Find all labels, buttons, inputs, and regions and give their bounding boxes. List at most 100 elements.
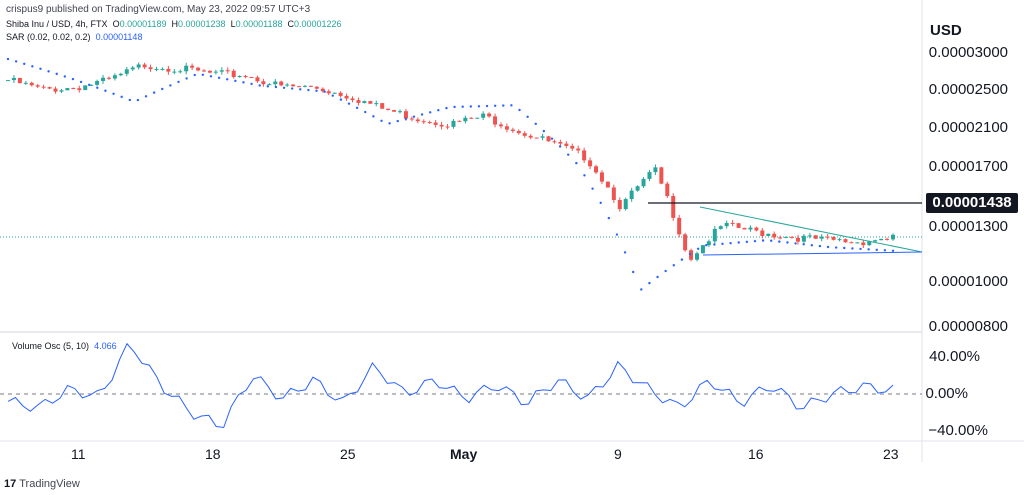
candle-body (700, 245, 705, 254)
sar-dot (761, 239, 765, 242)
sar-dot (891, 249, 895, 252)
sar-dot (364, 110, 367, 114)
sar-dot (14, 60, 18, 63)
sar-dot (193, 73, 196, 77)
sar-dot (664, 269, 667, 273)
sar-dot (753, 239, 757, 243)
sar-dot (177, 80, 180, 84)
low-label: L (230, 19, 236, 29)
brand-name: TradingView (19, 478, 80, 490)
candle-body (641, 178, 646, 187)
candle-body (766, 233, 771, 236)
candle-body (249, 77, 254, 79)
candle-body (445, 126, 450, 128)
candle-body (552, 141, 557, 143)
sar-dot (234, 79, 237, 83)
candle-body (451, 120, 456, 127)
candle-body (398, 111, 403, 113)
candle-body (273, 81, 278, 85)
time-tick: 18 (205, 446, 221, 462)
candle-body (819, 236, 824, 239)
candle-body (6, 80, 10, 82)
sar-dot (526, 115, 529, 119)
tradingview-icon: 17 (4, 478, 17, 490)
lower-trendline[interactable] (702, 251, 923, 256)
candle-body (202, 70, 207, 72)
candle-body (469, 117, 474, 119)
sar-dot (290, 87, 294, 90)
candle-body (730, 222, 735, 224)
symbol-legend: Shiba Inu / USD, 4h, FTX O0.00001189 H0.… (6, 19, 342, 29)
candle-body (255, 77, 260, 82)
candle-body (790, 236, 795, 238)
osc-tick: 40.00% (929, 348, 980, 365)
sar-dot (567, 153, 570, 156)
candle-body (570, 145, 575, 149)
open-label: O (112, 19, 120, 29)
candle-body (772, 233, 777, 238)
osc-legend[interactable]: Volume Osc (5, 10) 4.066 (12, 341, 117, 351)
time-tick: 16 (748, 446, 764, 462)
candle-body (106, 77, 111, 79)
sar-dot (591, 187, 594, 190)
sar-dot (299, 88, 302, 91)
sar-dot (623, 251, 627, 254)
high-label: H (171, 19, 178, 29)
candle-body (142, 64, 147, 68)
sar-dot (55, 72, 58, 76)
candle-body (11, 77, 16, 81)
candle-body (807, 235, 812, 237)
sar-dot (834, 246, 838, 249)
time-tick: 25 (340, 446, 356, 462)
volume-osc-line (7, 342, 894, 429)
sar-dot (128, 98, 131, 102)
candle-body (795, 237, 800, 242)
high-value: 0.00001238 (177, 19, 226, 29)
candle-body (463, 117, 468, 122)
sar-dot (380, 119, 383, 122)
sar-dot (266, 85, 270, 88)
sar-dot (445, 106, 448, 110)
candle-body (386, 108, 391, 111)
candle-body (261, 81, 266, 85)
sar-dot (583, 174, 586, 177)
sar-dot (550, 137, 554, 140)
sar-legend[interactable]: SAR (0.02, 0.02, 0.2) 0.00001148 (6, 32, 142, 42)
sar-dot (420, 113, 424, 116)
sar-dot (71, 77, 75, 81)
candle-body (71, 88, 76, 90)
candle-body (659, 167, 664, 184)
candle-body (207, 70, 212, 73)
candle-body (101, 77, 106, 81)
candle-body (279, 81, 284, 86)
candle-body (564, 143, 569, 146)
sar-dot (843, 246, 846, 250)
candle-body (368, 101, 373, 104)
sar-dot (607, 216, 611, 220)
candle-body (784, 236, 789, 238)
sar-dot (79, 80, 83, 84)
candle-body (879, 238, 884, 241)
tradingview-logo[interactable]: 17 TradingView (4, 478, 80, 490)
sar-dot (355, 106, 359, 110)
candle-body (29, 82, 34, 86)
price-tick: 0.00002100 (928, 119, 1008, 136)
sar-dot (794, 242, 797, 245)
sar-label: SAR (0.02, 0.02, 0.2) (6, 32, 91, 42)
sar-dot (87, 83, 91, 87)
candle-body (493, 116, 498, 125)
candle-body (736, 223, 741, 228)
sar-dot (477, 105, 481, 108)
candle-body (694, 253, 699, 260)
sar-dot (648, 281, 651, 285)
upper-trendline[interactable] (699, 206, 923, 253)
sar-dot (323, 90, 326, 93)
candle-body (314, 86, 319, 89)
candle-body (136, 64, 141, 68)
sar-dot (39, 67, 42, 71)
sar-dot (136, 98, 140, 102)
candle-body (843, 239, 848, 243)
sar-dot (485, 104, 489, 108)
symbol-name[interactable]: Shiba Inu / USD, 4h, FTX (6, 19, 108, 29)
